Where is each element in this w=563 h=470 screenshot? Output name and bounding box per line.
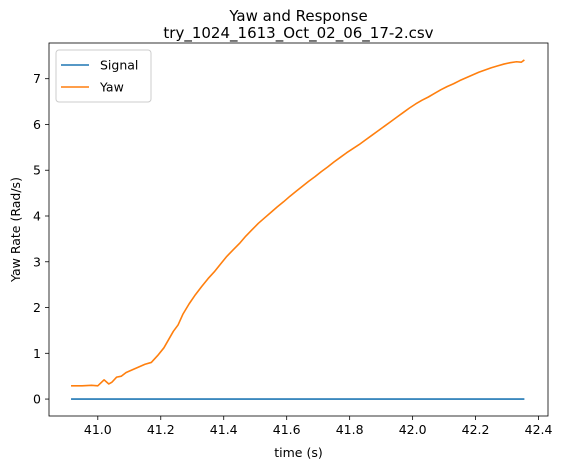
x-axis-ticks: 41.0 41.2 41.4 41.6 41.8 42.0 42.2 42.4 xyxy=(84,416,553,437)
x-tick-label: 42.0 xyxy=(399,422,427,437)
plot-frame xyxy=(48,42,549,417)
x-tick-label: 42.4 xyxy=(525,422,553,437)
y-tick-label: 0 xyxy=(33,392,41,407)
chart-title: Yaw and Response xyxy=(228,7,367,25)
y-tick-label: 1 xyxy=(33,346,41,361)
y-tick-label: 7 xyxy=(33,71,41,86)
chart-subtitle: try_1024_1613_Oct_02_06_17-2.csv xyxy=(163,24,433,43)
y-tick-label: 5 xyxy=(33,163,41,178)
legend-label: Signal xyxy=(100,58,138,73)
x-tick-label: 42.2 xyxy=(462,422,490,437)
x-axis-label: time (s) xyxy=(274,445,322,460)
x-tick-label: 41.8 xyxy=(336,422,364,437)
series-line-yaw xyxy=(71,59,525,387)
series-layer xyxy=(71,59,525,400)
x-tick-label: 41.0 xyxy=(84,422,112,437)
y-tick-label: 4 xyxy=(33,208,41,223)
y-tick-label: 6 xyxy=(33,117,41,132)
x-tick-label: 41.4 xyxy=(210,422,238,437)
x-tick-label: 41.2 xyxy=(147,422,175,437)
y-axis-ticks: 0 1 2 3 4 5 6 7 xyxy=(33,71,49,407)
legend: Signal Yaw xyxy=(55,49,152,103)
y-tick-label: 2 xyxy=(33,300,41,315)
y-axis-label: Yaw Rate (Rad/s) xyxy=(8,177,23,283)
legend-box xyxy=(55,49,152,103)
legend-label: Yaw xyxy=(99,80,124,95)
x-tick-label: 41.6 xyxy=(273,422,301,437)
y-tick-label: 3 xyxy=(33,254,41,269)
